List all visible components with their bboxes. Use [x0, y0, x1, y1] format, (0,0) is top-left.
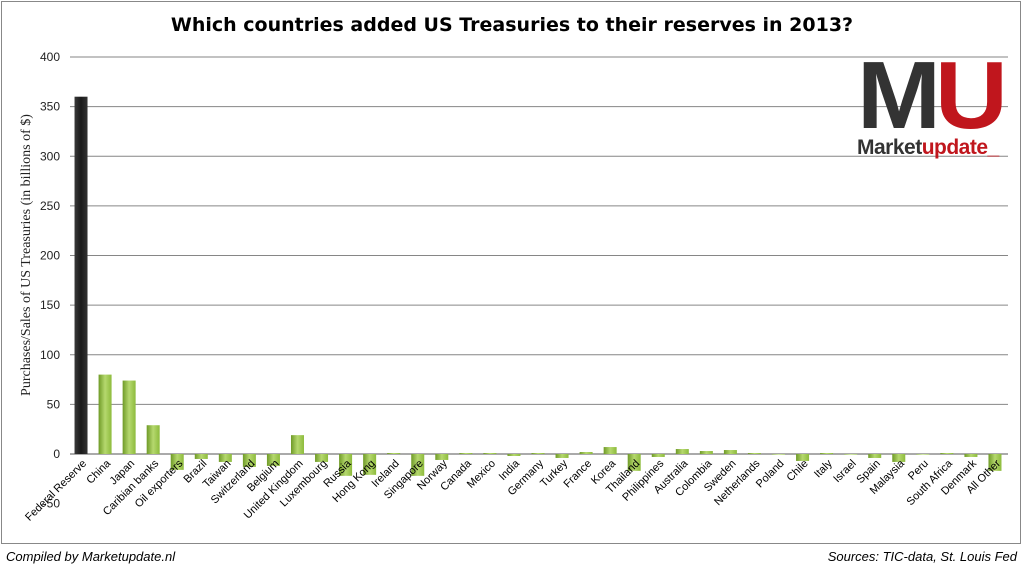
- y-tick-label: 300: [40, 149, 60, 163]
- bar-ireland: [387, 453, 401, 454]
- logo-wordmark: Marketupdate_: [857, 136, 999, 160]
- bar-india: [507, 454, 521, 456]
- bar-spain: [868, 454, 882, 458]
- bar-canada: [459, 453, 473, 454]
- bars: [74, 96, 1002, 476]
- bar-taiwan: [218, 454, 232, 462]
- bar-singapore: [411, 454, 425, 476]
- bar-sweden: [723, 450, 737, 454]
- bar-malaysia: [892, 454, 906, 462]
- bar-russia: [339, 454, 353, 476]
- bar-poland: [772, 454, 786, 455]
- bar-chile: [796, 454, 810, 461]
- bar-thailand: [627, 454, 641, 471]
- bar-germany: [531, 453, 545, 454]
- bar-turkey: [555, 454, 569, 458]
- bar-belgium: [266, 454, 280, 466]
- footer-sources: Sources: TIC-data, St. Louis Fed: [827, 549, 1017, 564]
- y-axis-ticks: 400 350 300 250 200 150 100 50 0 -50: [40, 50, 60, 511]
- gridlines: [70, 56, 1008, 455]
- bar-colombia: [699, 451, 713, 454]
- y-tick-label: 100: [40, 348, 60, 362]
- y-tick-label: 400: [40, 50, 60, 64]
- logo-word-update: update_: [921, 136, 1000, 159]
- bar-switzerland: [242, 454, 256, 467]
- logo-letter-m: M: [857, 42, 941, 149]
- bar-china: [98, 374, 112, 454]
- bar-luxembourg: [315, 454, 329, 462]
- y-tick-label: 0: [53, 447, 60, 461]
- y-tick-label: -50: [43, 497, 61, 511]
- x-category-label: Federal Reserve: [23, 458, 89, 524]
- bar-philippines: [651, 454, 665, 457]
- footer-credit: Compiled by Marketupdate.nl: [6, 549, 176, 564]
- chart-title: Which countries added US Treasuries to t…: [170, 14, 854, 36]
- bar-france: [579, 452, 593, 454]
- bar-south-africa: [940, 453, 954, 454]
- bar-federal-reserve: [74, 96, 88, 454]
- bar-japan: [122, 380, 136, 454]
- y-tick-label: 150: [40, 298, 60, 312]
- y-tick-label: 50: [47, 397, 61, 411]
- bar-brazil: [194, 454, 208, 459]
- bar-oil-exporters: [170, 454, 184, 470]
- x-category-label: Israel: [831, 458, 859, 486]
- bar-netherlands: [747, 453, 761, 454]
- y-tick-label: 350: [40, 100, 60, 114]
- bar-israel: [844, 454, 858, 455]
- bar-mexico: [483, 453, 497, 454]
- logo-word-market: Market: [857, 136, 922, 159]
- bar-korea: [603, 447, 617, 454]
- logo-letter-u: U: [935, 42, 1008, 149]
- bar-caribian-banks: [146, 425, 160, 454]
- bar-australia: [675, 449, 689, 454]
- bar-denmark: [964, 454, 978, 457]
- bar-united-kingdom: [290, 435, 304, 454]
- y-tick-label: 250: [40, 199, 60, 213]
- bar-hong-kong: [363, 454, 377, 475]
- bar-norway: [435, 454, 449, 460]
- y-tick-label: 200: [40, 249, 60, 263]
- x-category-label: Chile: [784, 458, 810, 484]
- marketupdate-logo: M U Marketupdate_: [857, 48, 1008, 160]
- bar-peru: [916, 454, 930, 455]
- y-axis-label: Purchases/Sales of US Treasuries (in bil…: [19, 114, 34, 396]
- bar-italy: [820, 453, 834, 454]
- bar-all-other: [988, 454, 1002, 471]
